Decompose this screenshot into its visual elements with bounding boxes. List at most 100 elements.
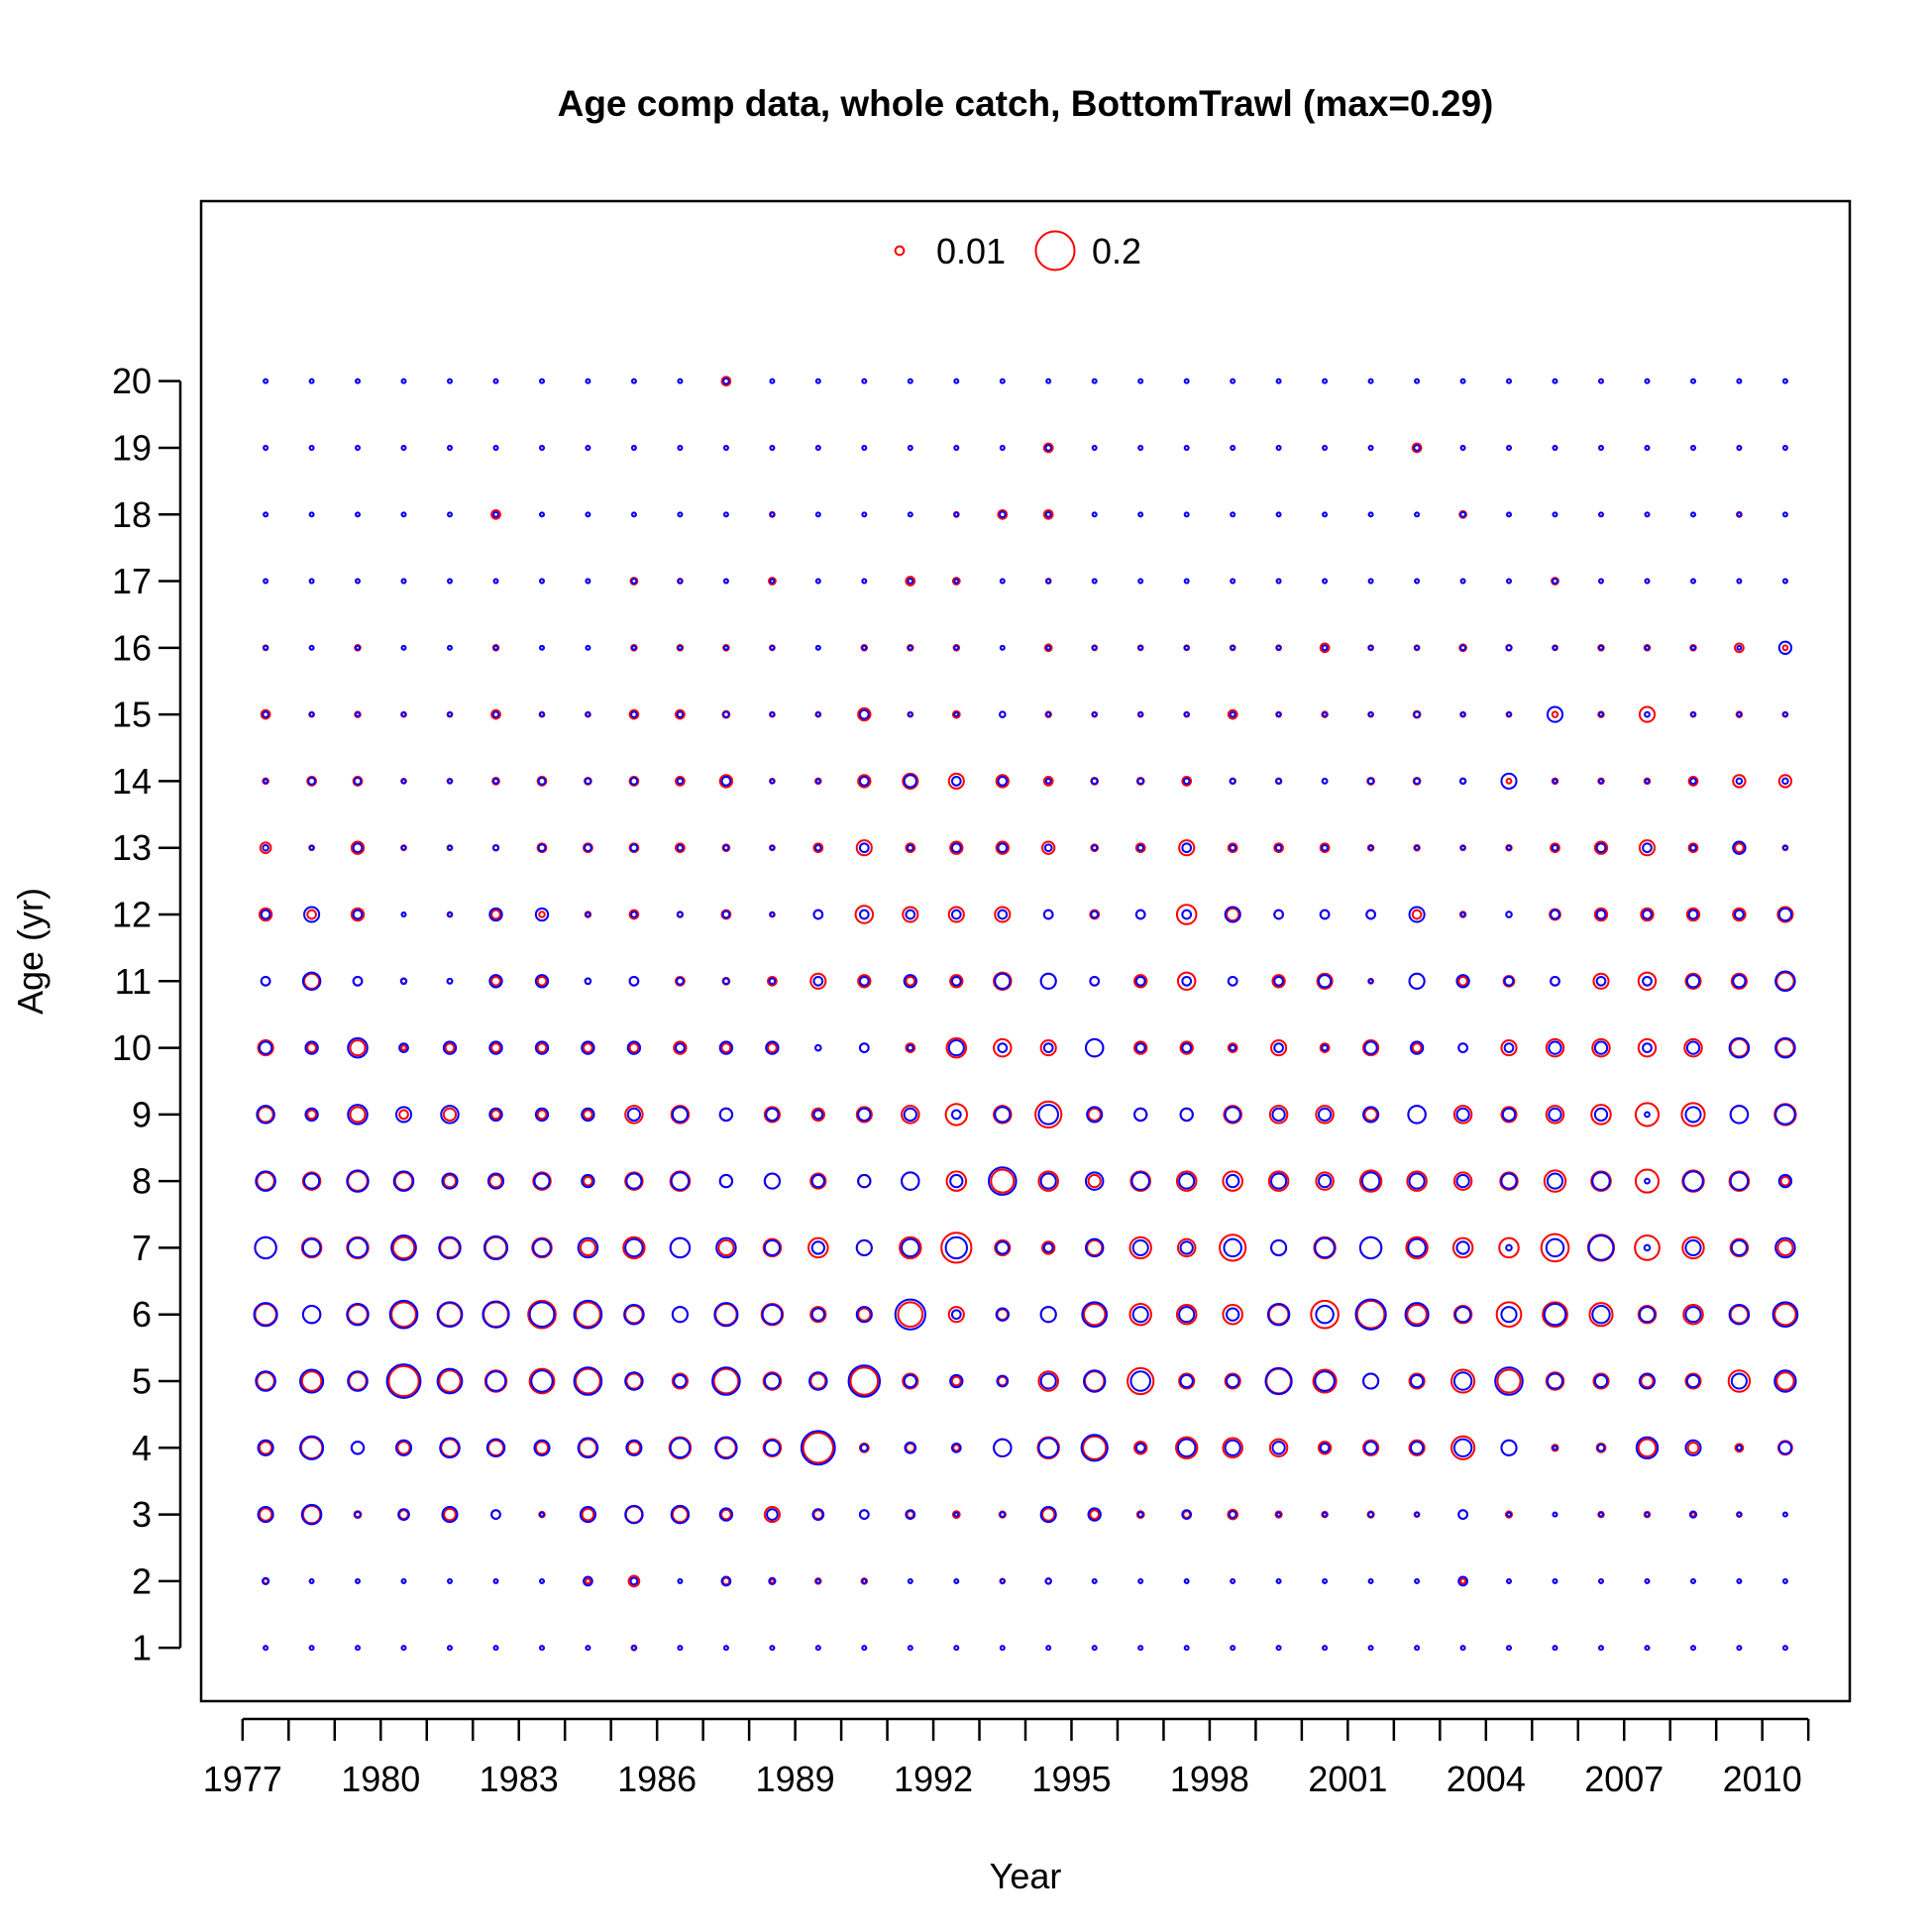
bubble-point — [769, 912, 776, 917]
bubble-point — [436, 1301, 464, 1329]
bubble-point — [809, 1306, 827, 1324]
bubble-point — [1499, 1171, 1519, 1191]
bubble-point — [1408, 972, 1426, 990]
bubble-point — [812, 842, 824, 854]
bubble-point — [1222, 1437, 1243, 1459]
bubble-point — [949, 840, 964, 855]
bubble-point — [1176, 1438, 1197, 1458]
bubble-point — [1500, 1306, 1518, 1324]
y-tick-label: 14 — [112, 761, 152, 802]
bubble-point — [400, 1645, 407, 1652]
bubble-point — [346, 1169, 370, 1193]
bubble-point — [859, 1443, 869, 1452]
bubble-point — [855, 1106, 873, 1124]
bubble-point — [585, 1577, 591, 1585]
bubble-point — [447, 844, 453, 851]
bubble-point — [438, 1235, 462, 1260]
bubble-point — [1271, 1441, 1286, 1455]
bubble-point — [769, 1577, 776, 1584]
bubble-point — [993, 1037, 1013, 1058]
bubble-point — [714, 1436, 738, 1459]
bubble-point — [390, 1234, 417, 1261]
bubble-point — [1455, 974, 1470, 989]
bubble-point — [1687, 776, 1699, 787]
bubble-point — [902, 772, 919, 790]
bubble-point — [628, 909, 640, 920]
bubble-point — [1408, 1172, 1426, 1190]
bubble-point — [1644, 1511, 1651, 1518]
bubble-point — [484, 1370, 507, 1392]
bubble-point — [352, 842, 364, 854]
bubble-point — [1179, 1107, 1194, 1123]
bubble-point — [349, 1039, 367, 1057]
x-tick-label: 1995 — [1031, 1759, 1111, 1799]
bubble-point — [1317, 1107, 1333, 1123]
bubble-point — [626, 1107, 642, 1123]
bubble-point — [583, 1175, 593, 1187]
bubble-point — [677, 377, 684, 384]
bubble-point — [1548, 1107, 1562, 1123]
bubble-point — [857, 1173, 872, 1189]
bubble-point — [352, 975, 364, 987]
bubble-point — [1408, 1372, 1426, 1390]
bubble-point — [997, 909, 1009, 920]
bubble-point — [1414, 578, 1421, 585]
bubble-point — [722, 445, 729, 451]
bubble-point — [385, 1363, 422, 1399]
bubble-point — [762, 1438, 783, 1458]
bubble-point — [950, 1309, 962, 1321]
bubble-point — [861, 511, 868, 518]
bubble-point — [1137, 711, 1144, 718]
legend-symbol — [1034, 230, 1076, 271]
bubble-point — [1506, 711, 1512, 718]
bubble-point — [1781, 1511, 1788, 1518]
bubble-point — [1039, 972, 1057, 990]
bubble-point — [950, 975, 962, 987]
bubble-point — [814, 445, 821, 451]
bubble-point — [1595, 975, 1607, 987]
bubble-point — [903, 974, 917, 989]
bubble-point — [355, 711, 361, 718]
bubble-point — [1137, 1645, 1144, 1652]
bubble-point — [1089, 1509, 1101, 1520]
bubble-point — [1457, 1042, 1468, 1053]
bubble-point — [1133, 1107, 1148, 1123]
bubble-point — [1459, 510, 1466, 518]
bubble-point — [1732, 774, 1747, 789]
bubble-point — [1042, 909, 1054, 920]
bubble-point — [490, 975, 501, 987]
bubble-point — [1591, 1171, 1611, 1191]
bubble-point — [438, 1369, 462, 1393]
bubble-point — [527, 1299, 557, 1330]
bubble-point — [947, 1039, 965, 1057]
bubble-point — [262, 710, 269, 718]
bubble-point — [490, 1509, 501, 1520]
bubble-point — [400, 778, 407, 785]
bubble-point — [855, 1306, 873, 1324]
bubble-point — [1552, 644, 1558, 651]
bubble-point — [1314, 1236, 1336, 1259]
bubble-point — [1598, 1577, 1604, 1584]
bubble-point — [585, 644, 591, 651]
bubble-point — [346, 1303, 370, 1327]
bubble-point — [1735, 777, 1744, 786]
bubble-point — [1459, 711, 1466, 718]
bubble-point — [1687, 909, 1699, 920]
bubble-point — [807, 1236, 829, 1259]
bubble-point — [400, 912, 407, 917]
bubble-point — [903, 774, 917, 789]
bubble-point — [573, 1299, 603, 1330]
bubble-point — [1736, 1577, 1743, 1584]
bubble-point — [1367, 578, 1374, 585]
bubble-point — [1222, 1303, 1243, 1326]
bubble-point — [808, 1371, 828, 1391]
bubble-point — [1591, 1037, 1611, 1058]
bubble-point — [1223, 1237, 1242, 1258]
bubble-point — [1414, 377, 1421, 384]
bubble-point — [901, 1237, 920, 1258]
bubble-point — [722, 578, 729, 585]
bubble-point — [999, 1511, 1007, 1518]
bubble-point — [861, 1577, 868, 1584]
bubble-point — [308, 511, 315, 518]
bubble-point — [1644, 1111, 1651, 1119]
